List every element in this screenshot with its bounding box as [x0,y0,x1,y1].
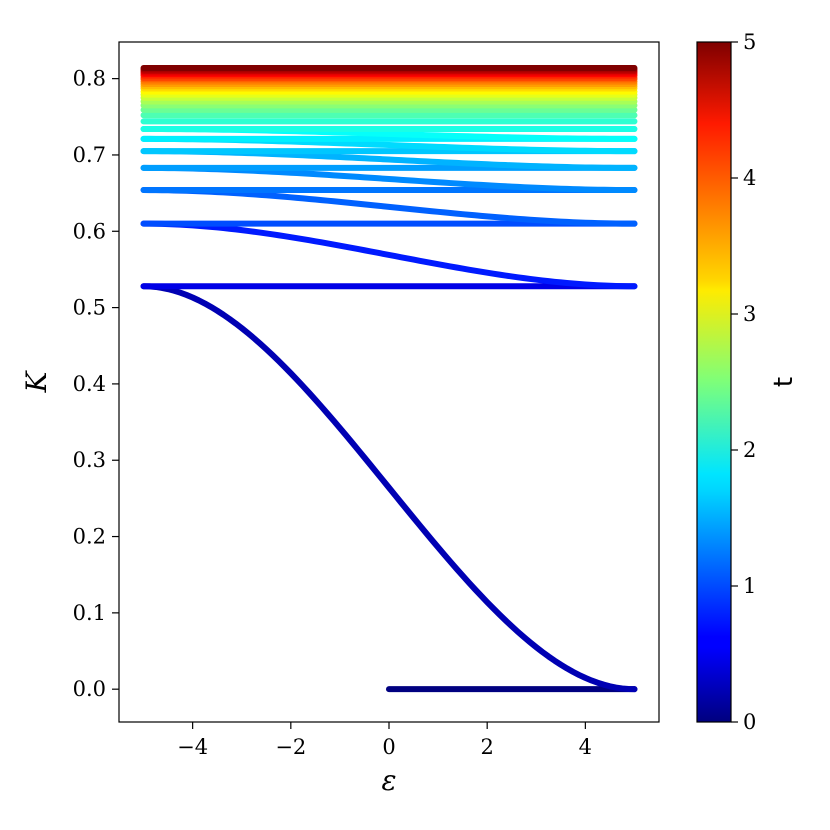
colorbar-tick-label: 0 [743,710,756,734]
colorbar-tick-label: 2 [743,438,756,462]
y-tick-label: 0.7 [73,143,106,167]
x-tick-label: 2 [480,735,493,759]
x-axis-label: ε [381,764,396,797]
colorbar-ticks: 0 1 2 3 4 5 [731,30,756,734]
x-tick-label: 0 [382,735,395,759]
colorbar-tick-label: 4 [743,166,756,190]
series-line-7 [140,164,638,194]
y-axis-ticks: 0.0 0.1 0.2 0.3 0.4 0.5 0.6 0.7 0.8 [73,67,119,701]
x-axis-ticks: −4 −2 0 2 4 [177,722,592,759]
x-tick-label: −2 [275,735,306,759]
x-tick-label: 4 [579,735,592,759]
colorbar-tick-label: 5 [743,30,756,54]
y-tick-label: 0.2 [73,525,106,549]
y-tick-label: 0.6 [73,219,106,243]
colorbar-tick-label: 1 [743,574,756,598]
series-layer [140,64,638,693]
x-tick-label: −4 [177,735,208,759]
series-line-1 [140,283,638,693]
y-tick-label: 0.0 [73,677,106,701]
y-tick-label: 0.5 [73,296,106,320]
y-tick-label: 0.8 [73,67,106,91]
series-line-3 [140,220,638,290]
y-tick-label: 0.1 [73,601,106,625]
colorbar-label: t [769,377,799,387]
series-line-5 [140,187,638,227]
y-tick-label: 0.3 [73,448,106,472]
colorbar [696,41,732,723]
y-tick-label: 0.4 [73,372,106,396]
y-axis-label: K [20,369,53,393]
colorbar-tick-label: 3 [743,302,756,326]
